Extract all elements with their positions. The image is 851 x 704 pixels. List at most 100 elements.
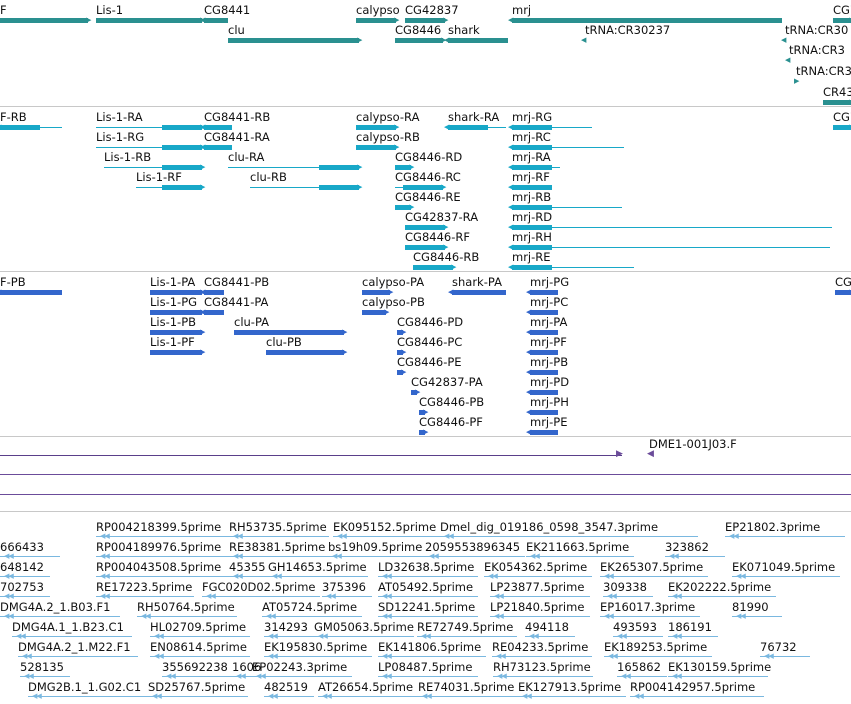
exon-block[interactable] [405,225,445,230]
intron-line[interactable] [512,247,830,248]
est-label[interactable]: EK195830.5prime [264,640,368,654]
feature-label[interactable]: Lis-1-RG [96,130,145,144]
est-label[interactable]: SD12241.5prime [378,600,476,614]
est-line[interactable] [732,576,840,577]
est-line[interactable] [525,636,575,637]
feature-bar[interactable] [530,410,558,415]
feature-bar[interactable] [833,18,851,23]
est-line[interactable] [600,576,708,577]
feature-label[interactable]: CG42837-RA [405,210,479,224]
exon-block[interactable] [448,125,488,130]
est-label[interactable]: 666433 [0,540,44,554]
est-line[interactable] [440,536,698,537]
est-line[interactable] [418,696,518,697]
est-label[interactable]: EK202222.5prime [668,580,772,594]
est-label[interactable]: LP21840.5prime [490,600,585,614]
est-label[interactable]: 309338 [603,580,647,594]
est-line[interactable] [417,636,517,637]
feature-label[interactable]: mrj-PF [530,335,567,349]
feature-label[interactable]: CG8441-RA [204,130,270,144]
feature-bar[interactable] [266,350,344,355]
feature-label[interactable]: mrj-PC [530,295,569,309]
feature-bar[interactable] [395,38,443,43]
est-label[interactable]: RP004218399.5prime [96,520,222,534]
feature-label[interactable]: shark [448,23,480,37]
est-label[interactable]: 482519 [264,680,308,694]
feature-label[interactable]: CR43 [823,85,851,99]
intron-line[interactable] [512,127,592,128]
feature-label[interactable]: mrj-RG [512,110,553,124]
est-label[interactable]: RP004142957.5prime [630,680,756,694]
est-line[interactable] [202,596,320,597]
est-label[interactable]: EK189253.5prime [604,640,708,654]
est-line[interactable] [314,636,414,637]
feature-bar[interactable] [411,390,417,395]
est-label[interactable]: DMG4A.2_1.M22.F1 [18,640,131,654]
feature-bar[interactable] [362,310,386,315]
feature-label[interactable]: mrj-PD [530,375,570,389]
est-label[interactable]: AT05492.5prime [378,580,474,594]
exon-block[interactable] [162,185,202,190]
feature-label[interactable]: F-RB [0,110,27,124]
feature-label[interactable]: tRNA:CR3 [789,43,845,57]
feature-label[interactable]: CG42837-PA [411,375,483,389]
feature-label[interactable]: Lis-1-PA [150,275,196,289]
est-line[interactable] [668,596,776,597]
exon-block[interactable] [395,165,411,170]
feature-label[interactable]: mrj-RA [512,150,551,164]
exon-block[interactable] [395,205,411,210]
est-line[interactable] [725,536,845,537]
est-label[interactable]: DMG4A.1_1.B23.C1 [12,620,124,634]
exon-block[interactable] [162,125,202,130]
est-label[interactable]: AT26654.5prime [318,680,414,694]
exon-block[interactable] [512,205,552,210]
exon-block[interactable] [356,125,396,130]
feature-bar[interactable] [204,18,228,23]
est-line[interactable] [493,676,593,677]
est-label[interactable]: AT05724.5prime [262,600,358,614]
feature-label[interactable]: mrj-RC [512,130,551,144]
feature-bar[interactable] [204,310,224,315]
feature-label[interactable]: CG7 [833,3,851,17]
feature-label[interactable]: Lis-1-RB [104,150,152,164]
est-line[interactable] [96,596,194,597]
est-line[interactable] [0,596,50,597]
est-line[interactable] [137,616,237,617]
feature-label[interactable]: mrj-PB [530,355,569,369]
exon-block[interactable] [512,245,552,250]
est-line[interactable] [162,676,232,677]
feature-label[interactable]: clu [228,23,245,37]
est-line[interactable] [96,536,246,537]
feature-bar[interactable] [150,290,202,295]
feature-bar[interactable] [96,18,202,23]
est-label[interactable]: 45355 [229,560,266,574]
exon-block[interactable] [162,145,202,150]
exon-block[interactable] [833,125,851,130]
est-line[interactable] [668,676,768,677]
est-label[interactable]: RP004189976.5prime [96,540,222,554]
est-line[interactable] [617,676,667,677]
est-label[interactable]: EP16017.3prime [600,600,696,614]
feature-bar[interactable] [530,310,558,315]
est-line[interactable] [229,536,329,537]
feature-bar[interactable] [204,290,224,295]
est-line[interactable] [0,616,120,617]
exon-block[interactable] [0,125,40,130]
est-line[interactable] [20,676,70,677]
est-line[interactable] [484,576,592,577]
feature-bar[interactable] [530,430,558,435]
exon-block[interactable] [512,265,552,270]
est-line[interactable] [229,576,269,577]
feature-bar[interactable] [405,18,445,23]
feature-label[interactable]: tRNA:CR3 [796,64,851,78]
est-line[interactable] [268,576,368,577]
est-label[interactable]: 528135 [20,660,64,674]
clone-line[interactable] [0,474,851,475]
est-label[interactable]: EP02243.3prime [252,660,348,674]
feature-label[interactable]: tRNA:CR30237 [585,23,671,37]
exon-block[interactable] [204,145,232,150]
feature-bar[interactable] [823,100,851,105]
intron-line[interactable] [104,167,202,168]
exon-block[interactable] [319,165,359,170]
feature-bar[interactable] [356,18,396,23]
